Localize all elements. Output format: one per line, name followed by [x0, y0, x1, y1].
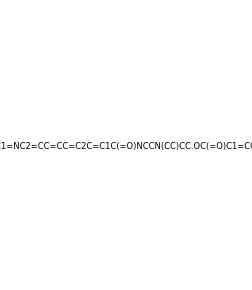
Text: CCCCOC1=NC2=CC=CC=C2C=C1C(=O)NCCN(CC)CC.OC(=O)C1=CC=CC=C1: CCCCOC1=NC2=CC=CC=C2C=C1C(=O)NCCN(CC)CC.…: [0, 142, 252, 151]
